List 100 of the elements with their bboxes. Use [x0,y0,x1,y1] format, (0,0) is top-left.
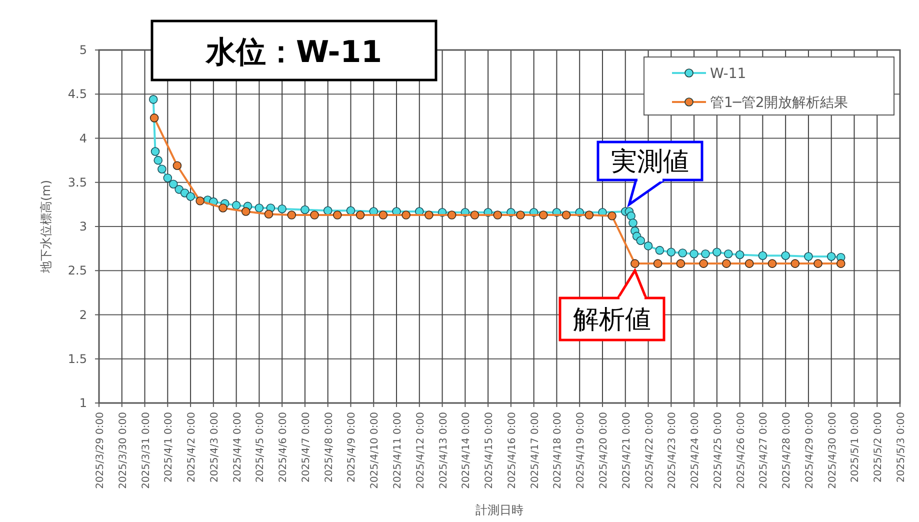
point [836,259,846,268]
point [241,207,250,216]
point [196,196,204,206]
annotation: 実測値 [611,147,689,177]
x-tick-label: 2025/4/4 0:00 [232,412,244,483]
legend-label: W-11 [710,66,746,82]
x-axis-title: 計測日時 [476,503,524,517]
y-tick-label: 1 [79,396,87,410]
point [636,236,646,246]
point [278,204,286,214]
x-tick-label: 2025/4/16 0:00 [506,412,518,489]
y-tick-label: 5 [79,43,87,57]
x-tick-label: 2025/5/3 0:00 [896,412,907,483]
chart-title: 水位：W-11 [205,35,382,70]
point [356,210,365,220]
x-tick-label: 2025/4/22 0:00 [644,412,656,489]
point [758,251,768,260]
point [232,200,241,210]
x-tick-label: 2025/4/9 0:00 [346,412,358,483]
y-tick-label: 3.5 [68,175,87,190]
point [148,95,158,104]
x-tick-label: 2025/4/27 0:00 [758,412,770,489]
point [584,210,594,220]
x-tick-label: 2025/4/23 0:00 [667,412,678,489]
point [666,248,676,256]
annotation: 解析値 [573,305,651,335]
x-tick-label: 2025/4/24 0:00 [690,412,702,489]
x-tick-label: 2025/3/30 0:00 [118,412,129,489]
x-tick-label: 2025/4/11 0:00 [392,412,404,489]
point [744,259,754,268]
point [516,210,525,220]
point [254,204,264,212]
point [158,164,166,174]
x-tick-label: 2025/4/29 0:00 [804,412,816,489]
point [699,259,708,268]
x-tick-label: 2025/4/15 0:00 [484,412,496,489]
x-tick-label: 2025/4/18 0:00 [552,412,564,489]
point [678,248,687,258]
y-tick-label: 2.5 [68,264,87,278]
x-tick-label: 2025/4/25 0:00 [712,412,724,489]
x-tick-label: 2025/4/7 0:00 [300,412,312,483]
point [264,210,274,219]
x-tick-label: 2025/4/8 0:00 [324,412,335,483]
point [701,249,710,258]
point [724,249,733,258]
x-tick-label: 2025/4/6 0:00 [278,412,290,483]
point [626,212,636,220]
point [655,246,664,255]
y-tick-label: 4 [79,131,87,146]
point [735,250,744,260]
point [768,259,777,268]
point [378,210,388,220]
point [826,252,836,261]
y-tick-label: 2 [79,308,87,322]
x-tick-label: 2025/4/14 0:00 [461,412,472,489]
x-tick-label: 2025/4/20 0:00 [598,412,610,489]
x-tick-label: 2025/4/21 0:00 [621,412,632,489]
point [538,210,548,220]
point [628,218,638,228]
point [470,210,480,220]
point [154,156,163,165]
point [163,174,172,182]
y-axis-title: 地下水位標高(m) [39,180,53,274]
point [424,210,434,220]
x-tick-label: 2025/4/17 0:00 [530,412,541,489]
y-tick-label: 1.5 [68,352,87,366]
point [218,204,228,212]
x-tick-label: 2025/4/19 0:00 [576,412,587,489]
point [172,161,182,170]
x-tick-label: 2025/4/5 0:00 [255,412,266,483]
point [332,210,342,220]
point [150,114,159,122]
point [781,251,790,260]
x-tick-label: 2025/5/2 0:00 [873,412,884,483]
point [562,210,571,220]
legend-label: 管1─管2開放解析結果 [710,95,848,111]
x-tick-label: 2025/4/2 0:00 [186,412,198,483]
x-tick-label: 2025/4/3 0:00 [209,412,220,483]
x-tick-label: 2025/5/1 0:00 [850,412,862,483]
y-tick-label: 3 [79,220,87,234]
x-tick-label: 2025/4/30 0:00 [827,412,838,489]
point [447,210,456,220]
x-tick-label: 2025/4/28 0:00 [782,412,793,489]
point [814,259,822,268]
x-tick-label: 2025/3/29 0:00 [95,412,106,489]
point [150,147,160,156]
point [722,259,731,268]
x-tick-label: 2025/4/26 0:00 [736,412,747,489]
point [653,259,662,268]
x-tick-label: 2025/4/1 0:00 [164,412,175,483]
point [790,259,800,268]
x-tick-label: 2025/3/31 0:00 [140,412,152,489]
point [300,205,310,214]
point [644,242,653,250]
point [402,210,410,220]
point [630,259,640,268]
point [310,210,319,220]
y-tick-label: 4.5 [68,87,87,102]
point [493,210,502,220]
point [287,210,296,220]
